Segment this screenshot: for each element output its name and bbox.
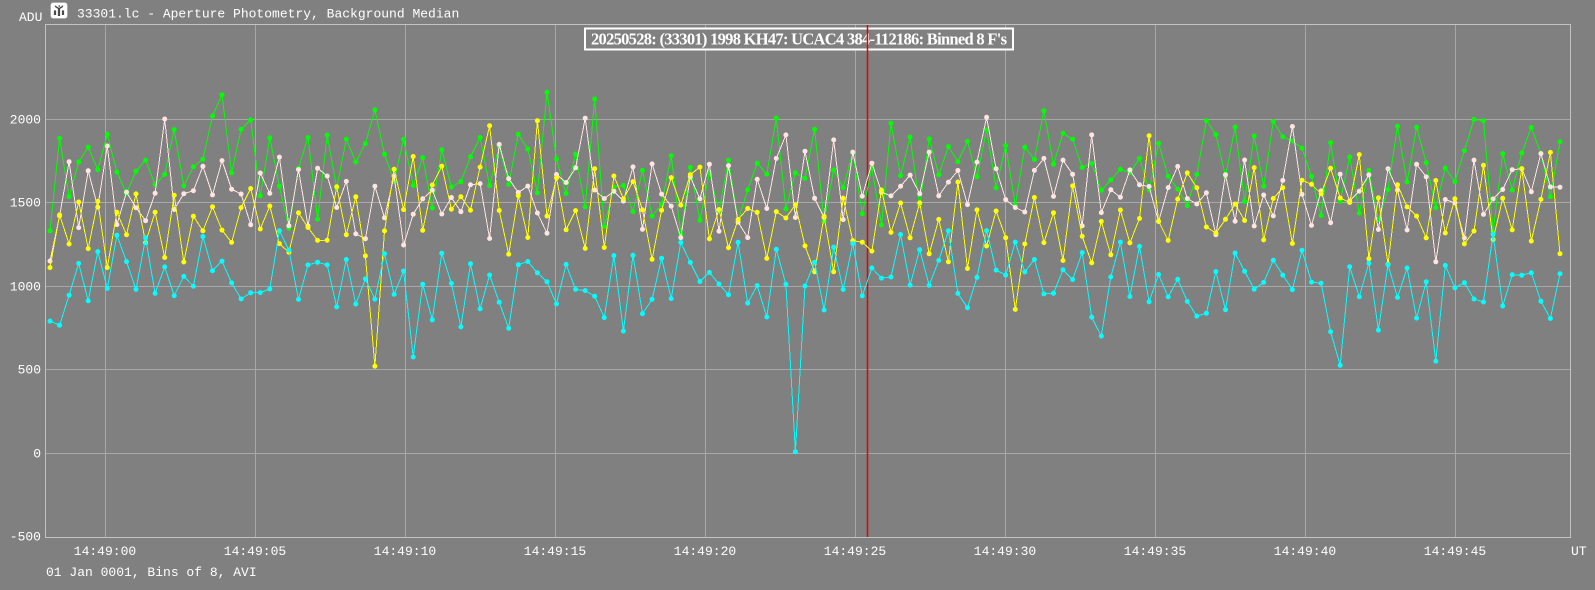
svg-text:33301.lc - Aperture Photometry: 33301.lc - Aperture Photometry, Backgrou… — [77, 7, 459, 22]
svg-text:14:49:05: 14:49:05 — [224, 544, 286, 559]
svg-text:UT: UT — [1571, 544, 1587, 559]
svg-text:0: 0 — [33, 447, 41, 462]
svg-text:14:49:10: 14:49:10 — [374, 544, 436, 559]
svg-text:20250528: (33301) 1998 KH47: U: 20250528: (33301) 1998 KH47: UCAC4 384-1… — [591, 30, 1008, 49]
svg-text:01 Jan 0001, Bins of 8, AVI: 01 Jan 0001, Bins of 8, AVI — [46, 565, 257, 580]
svg-text:14:49:25: 14:49:25 — [824, 544, 886, 559]
svg-text:1000: 1000 — [10, 280, 41, 295]
svg-text:14:49:45: 14:49:45 — [1424, 544, 1486, 559]
svg-text:14:49:15: 14:49:15 — [524, 544, 586, 559]
svg-text:14:49:30: 14:49:30 — [974, 544, 1036, 559]
svg-text:1500: 1500 — [10, 196, 41, 211]
svg-text:14:49:40: 14:49:40 — [1274, 544, 1336, 559]
svg-text:ADU: ADU — [19, 10, 42, 25]
svg-text:-500: -500 — [10, 530, 41, 545]
svg-text:14:49:20: 14:49:20 — [674, 544, 736, 559]
svg-text:500: 500 — [18, 363, 41, 378]
svg-text:14:49:35: 14:49:35 — [1124, 544, 1186, 559]
svg-text:14:49:00: 14:49:00 — [74, 544, 136, 559]
svg-text:2000: 2000 — [10, 113, 41, 128]
